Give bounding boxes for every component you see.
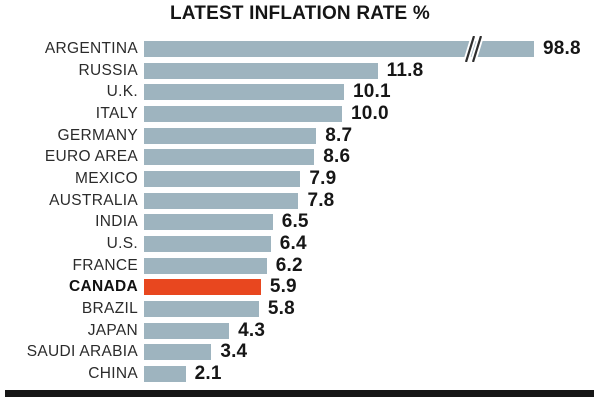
bar [144,84,344,101]
value-label: 8.6 [323,146,351,168]
bar [144,214,273,231]
bar-row: ITALY 10.0 [0,103,600,125]
value-label: 7.8 [307,189,335,211]
bar-row: SAUDI ARABIA 3.4 [0,341,600,364]
axis-break-icon [463,35,484,62]
bar [144,344,212,361]
bar-row: MEXICO 7.9 [0,168,600,190]
country-label: GERMANY [57,126,138,144]
bar-row: JAPAN 4.3 [0,320,600,342]
bar [144,35,534,62]
bottom-rule [5,390,594,397]
bar [144,127,317,144]
country-label: U.K. [106,83,138,101]
bar-row: CHINA 2.1 [0,363,600,385]
value-label: 3.4 [220,341,248,363]
bar [144,301,259,318]
country-label: ITALY [95,104,138,122]
value-label: 5.9 [269,276,297,298]
bar-row: U.K. 10.1 [0,81,600,103]
value-label: 4.3 [238,319,266,341]
country-label: MEXICO [75,169,138,187]
chart-title: LATEST INFLATION RATE % [169,3,431,24]
bar-highlight [144,279,261,296]
country-label: CANADA [69,278,138,296]
bar-row: CANADA 5.9 [0,276,600,299]
country-label: ARGENTINA [44,39,138,57]
bar [144,170,301,187]
bar-rows: ARGENTINA 98.8 RUSSIA 11.8 U.K. 10.1 ITALY 10.0… [0,35,600,385]
bar-row: BRAZIL 5.8 [0,298,600,320]
country-label: SAUDI ARABIA [26,343,138,361]
bar-row: GERMANY 8.7 [0,125,600,147]
value-label: 2.1 [194,363,222,385]
bar [144,192,299,209]
country-label: FRANCE [72,256,138,274]
country-label: EURO AREA [44,148,138,166]
value-label: 8.7 [325,124,353,146]
country-label: INDIA [95,213,138,231]
bar [144,236,271,253]
bar-row: RUSSIA 11.8 [0,60,600,82]
value-label: 6.2 [275,254,303,276]
bar [144,149,315,166]
bar [144,366,186,383]
bar-row: INDIA 6.5 [0,211,600,234]
value-label: 10.0 [351,102,389,124]
bar-row: ARGENTINA 98.8 [0,35,600,62]
value-label: 11.8 [386,59,424,81]
value-label: 98.8 [543,37,581,59]
bar [144,62,378,79]
country-label: JAPAN [87,321,138,339]
value-label: 6.5 [281,211,309,233]
bar-row: AUSTRALIA 7.8 [0,190,600,212]
value-label: 7.9 [309,167,337,189]
country-label: AUSTRALIA [49,191,138,209]
bar-row: FRANCE 6.2 [0,255,600,277]
country-label: CHINA [88,365,138,383]
bar-row: EURO AREA 8.6 [0,146,600,168]
value-label: 5.8 [267,298,295,320]
country-label: BRAZIL [81,300,138,318]
bar [144,257,267,274]
value-label: 10.1 [352,81,391,103]
bar [144,105,342,122]
bar [144,322,230,339]
country-label: RUSSIA [78,61,138,79]
bar-row: U.S. 6.4 [0,233,600,255]
value-label: 6.4 [279,233,307,255]
country-label: U.S. [106,235,138,253]
